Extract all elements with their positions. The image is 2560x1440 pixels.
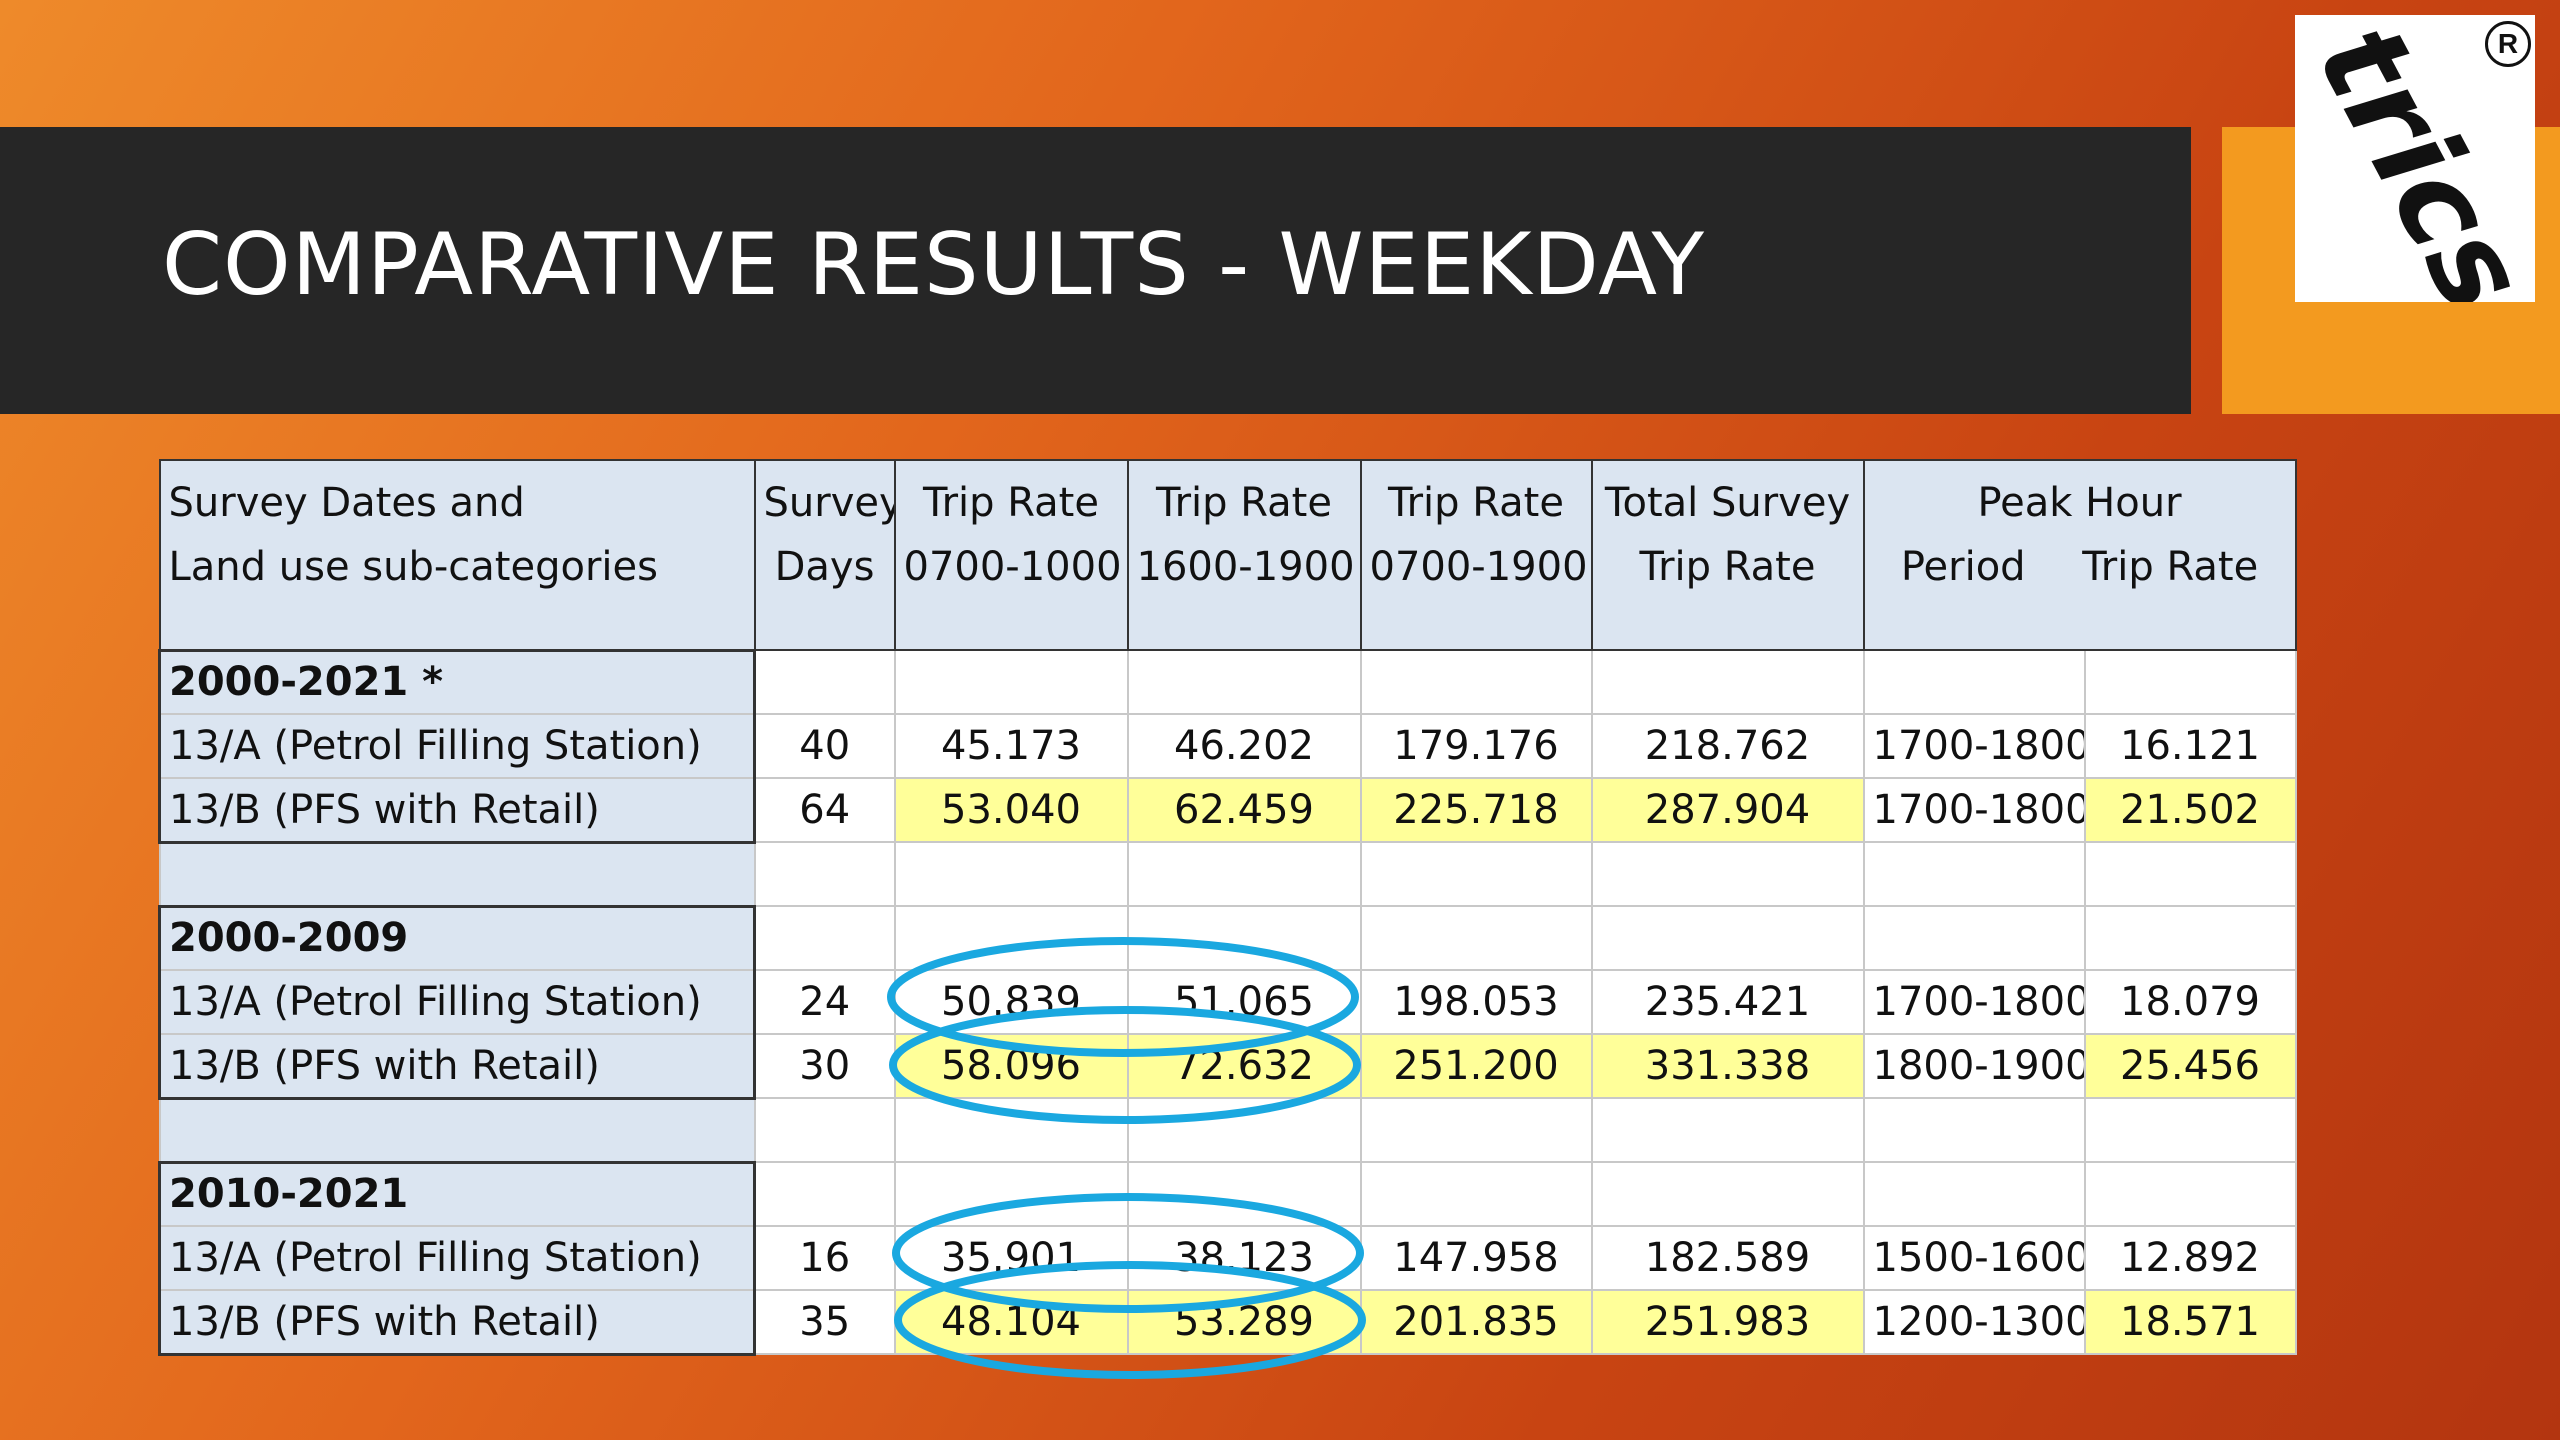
header-peak-period: Period <box>1900 544 2026 590</box>
header-row: Survey Dates and Land use sub-categories … <box>158 459 2297 651</box>
table-row: 13/A (Petrol Filling Station) 24 50.839 … <box>158 969 2297 1035</box>
trip-rate-1600-1900-cell: 62.459 <box>1126 777 1362 843</box>
registered-mark-icon: R <box>2485 21 2531 67</box>
category-cell: 13/B (PFS with Retail) <box>158 1289 756 1356</box>
peak-period-cell: 1700-1800 <box>1862 969 2086 1035</box>
trip-rate-0700-1000-cell: 48.104 <box>893 1289 1129 1355</box>
trip-rate-0700-1900-cell: 147.958 <box>1359 1225 1593 1291</box>
trip-rate-0700-1000-cell: 50.839 <box>893 969 1129 1035</box>
trip-rate-0700-1900-cell: 201.835 <box>1359 1289 1593 1355</box>
category-cell: 13/B (PFS with Retail) <box>158 1033 756 1100</box>
days-cell: 24 <box>753 969 896 1035</box>
table-row: 13/A (Petrol Filling Station) 16 35.901 … <box>158 1225 2297 1291</box>
peak-period-cell: 1700-1800 <box>1862 713 2086 779</box>
group-label: 2000-2021 * <box>158 648 756 715</box>
total-trip-rate-cell: 287.904 <box>1590 777 1865 843</box>
total-trip-rate-cell: 218.762 <box>1590 713 1865 779</box>
group-label: 2010-2021 <box>158 1160 756 1227</box>
header-trip-rate-0700-1900: Trip Rate 0700-1900 <box>1359 459 1593 651</box>
days-cell: 64 <box>753 777 896 843</box>
category-cell: 13/B (PFS with Retail) <box>158 777 756 844</box>
trip-rate-1600-1900-cell: 46.202 <box>1126 713 1362 779</box>
group-label: 2000-2009 <box>158 904 756 971</box>
peak-rate-cell: 16.121 <box>2083 713 2297 779</box>
group-row: 2010-2021 <box>158 1160 2297 1227</box>
title-band <box>0 127 2191 414</box>
table-row: 13/B (PFS with Retail) 64 53.040 62.459 … <box>158 777 2297 844</box>
comparative-results-table: Survey Dates and Land use sub-categories … <box>158 459 2297 1356</box>
header-survey-dates: Survey Dates and Land use sub-categories <box>158 459 756 651</box>
trip-rate-0700-1000-cell: 53.040 <box>893 777 1129 843</box>
days-cell: 35 <box>753 1289 896 1355</box>
trip-rate-0700-1900-cell: 225.718 <box>1359 777 1593 843</box>
slide-title: COMPARATIVE RESULTS - WEEKDAY <box>162 215 1705 315</box>
total-trip-rate-cell: 235.421 <box>1590 969 1865 1035</box>
peak-period-cell: 1200-1300 <box>1862 1289 2086 1355</box>
header-survey-days: Survey Days <box>753 459 896 651</box>
spacer-row <box>158 841 2297 907</box>
header-trip-rate-0700-1000: Trip Rate 0700-1000 <box>893 459 1129 651</box>
total-trip-rate-cell: 251.983 <box>1590 1289 1865 1355</box>
header-peak-hour: Peak Hour Period Trip Rate <box>1862 459 2297 651</box>
peak-rate-cell: 21.502 <box>2083 777 2297 843</box>
peak-period-cell: 1500-1600 <box>1862 1225 2086 1291</box>
group-row: 2000-2021 * <box>158 648 2297 715</box>
trip-rate-0700-1900-cell: 179.176 <box>1359 713 1593 779</box>
days-cell: 30 <box>753 1033 896 1099</box>
table-row: 13/B (PFS with Retail) 30 58.096 72.632 … <box>158 1033 2297 1100</box>
header-total-survey-trip-rate: Total Survey Trip Rate <box>1590 459 1865 651</box>
category-cell: 13/A (Petrol Filling Station) <box>158 1225 756 1291</box>
category-cell: 13/A (Petrol Filling Station) <box>158 713 756 779</box>
table-row: 13/A (Petrol Filling Station) 40 45.173 … <box>158 713 2297 779</box>
peak-period-cell: 1800-1900 <box>1862 1033 2086 1099</box>
peak-rate-cell: 25.456 <box>2083 1033 2297 1099</box>
group-row: 2000-2009 <box>158 904 2297 971</box>
trip-rate-0700-1900-cell: 251.200 <box>1359 1033 1593 1099</box>
header-peak-trip-rate: Trip Rate <box>2082 544 2259 590</box>
trip-rate-0700-1000-cell: 35.901 <box>893 1225 1129 1291</box>
days-cell: 16 <box>753 1225 896 1291</box>
trip-rate-0700-1900-cell: 198.053 <box>1359 969 1593 1035</box>
total-trip-rate-cell: 182.589 <box>1590 1225 1865 1291</box>
peak-period-cell: 1700-1800 <box>1862 777 2086 843</box>
trics-logo: trics R <box>2295 15 2535 302</box>
peak-rate-cell: 18.079 <box>2083 969 2297 1035</box>
peak-rate-cell: 18.571 <box>2083 1289 2297 1355</box>
total-trip-rate-cell: 331.338 <box>1590 1033 1865 1099</box>
table-row: 13/B (PFS with Retail) 35 48.104 53.289 … <box>158 1289 2297 1356</box>
header-trip-rate-1600-1900: Trip Rate 1600-1900 <box>1126 459 1362 651</box>
trip-rate-0700-1000-cell: 58.096 <box>893 1033 1129 1099</box>
peak-rate-cell: 12.892 <box>2083 1225 2297 1291</box>
category-cell: 13/A (Petrol Filling Station) <box>158 969 756 1035</box>
spacer-row <box>158 1097 2297 1163</box>
trip-rate-1600-1900-cell: 53.289 <box>1126 1289 1362 1355</box>
days-cell: 40 <box>753 713 896 779</box>
trip-rate-1600-1900-cell: 51.065 <box>1126 969 1362 1035</box>
trip-rate-1600-1900-cell: 72.632 <box>1126 1033 1362 1099</box>
trip-rate-0700-1000-cell: 45.173 <box>893 713 1129 779</box>
trip-rate-1600-1900-cell: 38.123 <box>1126 1225 1362 1291</box>
